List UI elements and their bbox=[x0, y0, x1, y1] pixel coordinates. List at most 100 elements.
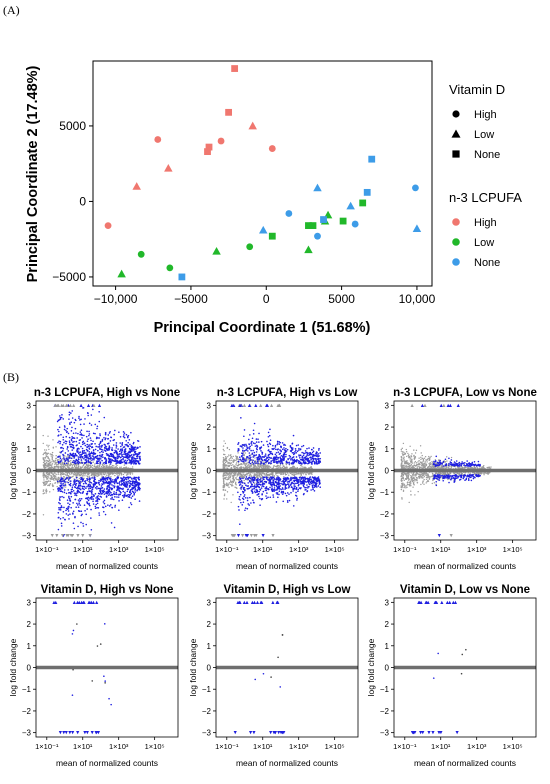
ma-point bbox=[63, 455, 65, 457]
ma-point bbox=[105, 493, 107, 495]
ma-point bbox=[91, 424, 93, 426]
ma-point bbox=[119, 442, 121, 444]
ma-point bbox=[253, 465, 254, 466]
ma-point bbox=[48, 445, 49, 446]
ma-point bbox=[107, 467, 108, 468]
ma-point bbox=[89, 453, 91, 455]
ma-point bbox=[78, 459, 80, 461]
ma-point bbox=[298, 449, 300, 451]
ma-point bbox=[55, 446, 56, 447]
ma-point bbox=[104, 478, 106, 480]
ma-point bbox=[276, 479, 278, 481]
ma-point bbox=[311, 458, 313, 460]
ma-point bbox=[227, 479, 228, 480]
ma-point bbox=[104, 444, 106, 446]
ma-point bbox=[88, 435, 90, 437]
pcoa-point bbox=[413, 224, 422, 232]
ma-point bbox=[243, 457, 245, 459]
ma-point bbox=[101, 485, 103, 487]
ma-point bbox=[263, 486, 265, 488]
pcoa-point bbox=[269, 145, 276, 152]
ma-point bbox=[82, 523, 84, 525]
ma-point bbox=[88, 481, 89, 482]
ma-point bbox=[275, 473, 276, 474]
ma-point bbox=[100, 467, 101, 468]
ma-point bbox=[235, 482, 236, 483]
ma-point bbox=[67, 499, 69, 501]
ma-point bbox=[43, 462, 44, 463]
ma-point bbox=[243, 496, 245, 498]
ma-point bbox=[82, 488, 84, 490]
pcoa-x-tick-label: 0 bbox=[263, 292, 270, 306]
ma-point bbox=[105, 432, 107, 434]
ma-point bbox=[58, 466, 59, 467]
ma-point bbox=[244, 429, 246, 431]
ma-point bbox=[54, 473, 55, 474]
ma-point bbox=[125, 440, 127, 442]
ma-point bbox=[292, 472, 293, 473]
ma-point bbox=[46, 445, 47, 446]
ma-point bbox=[116, 496, 118, 498]
ma-point bbox=[71, 447, 73, 449]
ma-point bbox=[77, 433, 79, 435]
ma-point bbox=[114, 430, 116, 432]
ma-point bbox=[268, 483, 270, 485]
ma-point bbox=[91, 443, 93, 445]
ma-point bbox=[104, 493, 106, 495]
ma-point bbox=[246, 488, 248, 490]
ma-point bbox=[103, 481, 105, 483]
ma-point bbox=[259, 466, 260, 467]
ma-point bbox=[82, 491, 84, 493]
ma-point bbox=[52, 439, 53, 440]
ma-point bbox=[103, 417, 105, 419]
ma-point bbox=[128, 507, 130, 509]
ma-point bbox=[122, 478, 124, 480]
ma-point bbox=[288, 487, 290, 489]
ma-point bbox=[288, 475, 289, 476]
ma-point bbox=[69, 474, 70, 475]
ma-point bbox=[96, 476, 97, 477]
ma-point bbox=[46, 490, 47, 491]
ma-point bbox=[76, 445, 78, 447]
ma-point bbox=[92, 453, 94, 455]
ma-y-tick-label: −2 bbox=[22, 510, 32, 519]
ma-point bbox=[230, 454, 231, 455]
ma-point bbox=[246, 473, 247, 474]
ma-point bbox=[43, 477, 44, 478]
ma-point bbox=[93, 484, 95, 486]
ma-point bbox=[242, 454, 244, 456]
ma-point bbox=[82, 466, 83, 467]
ma-point bbox=[69, 504, 71, 506]
ma-point bbox=[243, 454, 244, 455]
ma-point bbox=[92, 455, 94, 457]
ma-point bbox=[74, 499, 76, 501]
ma-point bbox=[67, 466, 68, 467]
ma-point bbox=[271, 486, 273, 488]
ma-point bbox=[108, 485, 110, 487]
ma-point bbox=[237, 452, 238, 453]
ma-point bbox=[241, 485, 243, 487]
ma-point bbox=[232, 477, 233, 478]
ma-point bbox=[66, 448, 68, 450]
ma-point bbox=[125, 486, 127, 488]
ma-point bbox=[48, 480, 49, 481]
ma-point bbox=[289, 455, 291, 457]
ma-point bbox=[96, 456, 98, 458]
ma-point bbox=[125, 483, 127, 485]
ma-point bbox=[136, 485, 138, 487]
ma-point bbox=[132, 481, 134, 483]
ma-point bbox=[102, 506, 104, 508]
ma-point bbox=[60, 496, 62, 498]
ma-point bbox=[86, 455, 88, 457]
ma-point bbox=[108, 475, 109, 476]
ma-point bbox=[139, 459, 141, 461]
ma-point bbox=[136, 453, 138, 455]
ma-point bbox=[287, 500, 289, 502]
ma-point bbox=[135, 458, 137, 460]
ma-point bbox=[243, 501, 245, 503]
ma-point bbox=[242, 478, 244, 480]
ma-point bbox=[110, 482, 112, 484]
ma-point bbox=[114, 456, 116, 458]
ma-point bbox=[87, 413, 89, 415]
ma-point bbox=[278, 443, 280, 445]
